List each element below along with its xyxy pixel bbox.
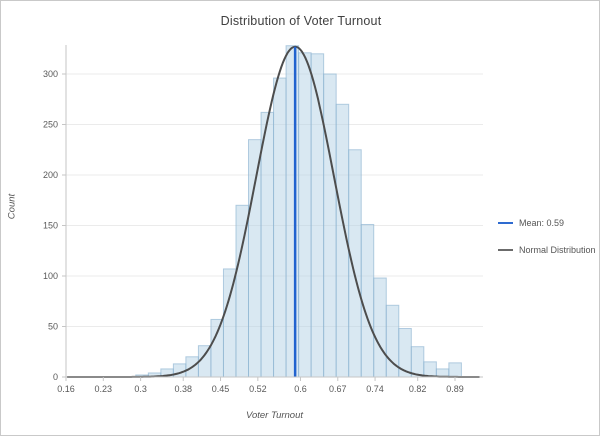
- y-tick-label: 250: [43, 120, 58, 130]
- legend-label-mean: Mean: 0.59: [519, 218, 565, 228]
- y-tick-label: 150: [43, 221, 58, 231]
- x-tick-label: 0.3: [134, 384, 147, 394]
- x-tick-label: 0.45: [212, 384, 230, 394]
- y-tick-label: 0: [53, 372, 58, 382]
- x-tick-label: 0.52: [249, 384, 267, 394]
- histogram-bar[interactable]: [310, 53, 325, 378]
- histogram-bar[interactable]: [410, 346, 425, 378]
- histogram-bar[interactable]: [348, 149, 362, 378]
- mean-line-swatch-icon: [498, 222, 513, 224]
- x-tick-label: 0.67: [329, 384, 347, 394]
- x-tick-label: 0.16: [57, 384, 75, 394]
- histogram-bar[interactable]: [360, 223, 375, 378]
- histogram-bar[interactable]: [235, 204, 250, 378]
- x-tick-label: 0.23: [95, 384, 113, 394]
- normal-curve-swatch-icon: [498, 249, 513, 251]
- legend: Mean: 0.59 Normal Distribution: [498, 216, 596, 270]
- histogram-bar[interactable]: [423, 361, 437, 378]
- x-tick-label: 0.74: [366, 384, 384, 394]
- x-axis-title: Voter Turnout: [245, 410, 304, 421]
- histogram-bar[interactable]: [323, 73, 337, 378]
- x-tick-label: 0.82: [409, 384, 427, 394]
- legend-item-mean[interactable]: Mean: 0.59: [498, 216, 596, 230]
- histogram-bar[interactable]: [210, 318, 224, 378]
- y-tick-label: 100: [43, 271, 58, 281]
- chart-title: Distribution of Voter Turnout: [220, 14, 382, 28]
- x-tick-label: 0.38: [174, 384, 192, 394]
- y-axis-title: Count: [6, 193, 18, 220]
- x-tick-label: 0.89: [446, 384, 464, 394]
- y-tick-label: 200: [43, 170, 58, 180]
- legend-label-normal-distribution: Normal Distribution: [519, 245, 596, 255]
- histogram-bar[interactable]: [298, 52, 312, 378]
- histogram-bar[interactable]: [248, 139, 262, 378]
- histogram-bar[interactable]: [285, 45, 300, 378]
- y-tick-label: 50: [48, 322, 58, 332]
- histogram-bar[interactable]: [373, 277, 387, 378]
- x-tick-label: 0.6: [294, 384, 307, 394]
- y-tick-label: 300: [43, 69, 58, 79]
- histogram-bar[interactable]: [273, 77, 287, 378]
- legend-item-normal-distribution[interactable]: Normal Distribution: [498, 243, 596, 257]
- histogram-bar[interactable]: [448, 362, 462, 378]
- histogram-bar[interactable]: [260, 111, 275, 378]
- histogram-bar[interactable]: [222, 268, 237, 378]
